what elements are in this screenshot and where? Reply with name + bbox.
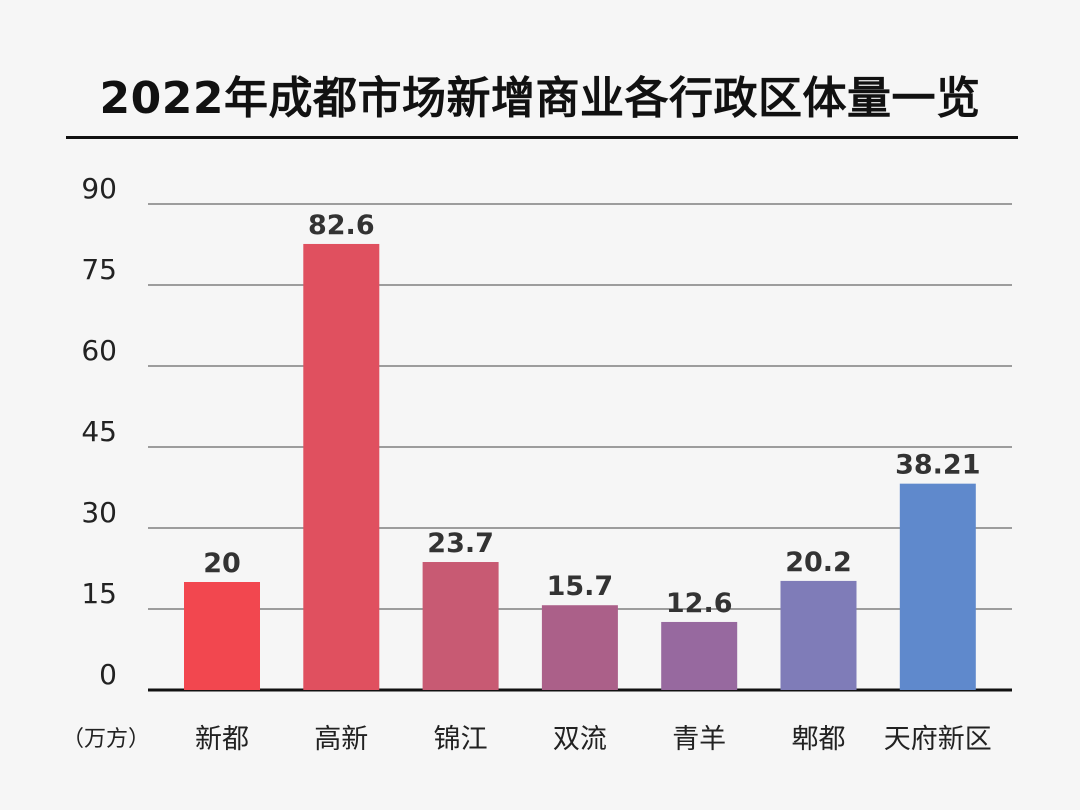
x-axis-categories: 新都 高新 锦江 双流 青羊 郫都 天府新区 [195,724,992,755]
category-label: 天府新区 [884,724,992,755]
bar [184,582,260,690]
data-label: 23.7 [427,528,494,559]
y-tick-label: 15 [81,577,117,610]
category-label: 高新 [314,724,368,755]
bar [780,580,857,690]
category-label: 双流 [553,724,607,755]
y-tick-label: 30 [81,496,117,529]
category-label: 新都 [195,724,249,755]
data-label: 20 [203,548,241,579]
y-tick-label: 45 [81,415,117,448]
y-tick-label: 75 [81,253,117,286]
category-label: 锦江 [434,724,488,755]
category-label: 郫都 [792,724,846,755]
data-labels: 20 82.6 23.7 15.7 12.6 20.2 38.21 [203,210,980,619]
unit-label: （万方） [62,727,150,752]
bar [899,483,976,690]
data-label: 15.7 [547,571,614,602]
bars [184,243,976,690]
data-label: 12.6 [666,588,733,619]
data-label: 20.2 [785,547,852,578]
category-label: 青羊 [672,724,726,755]
y-tick-label: 90 [81,172,117,205]
bar [661,621,738,690]
data-label: 38.21 [895,450,980,481]
bar [422,562,499,690]
y-tick-label: 60 [81,334,117,367]
title-underline [66,136,1018,139]
y-axis-ticks: 0 15 30 45 60 75 90 [81,172,117,691]
y-tick-label: 0 [99,658,117,691]
bar [303,243,380,690]
chart-title: 2022年成都市场新增商业各行政区体量一览 [99,73,981,124]
bar [541,605,618,690]
data-label: 82.6 [308,210,375,241]
